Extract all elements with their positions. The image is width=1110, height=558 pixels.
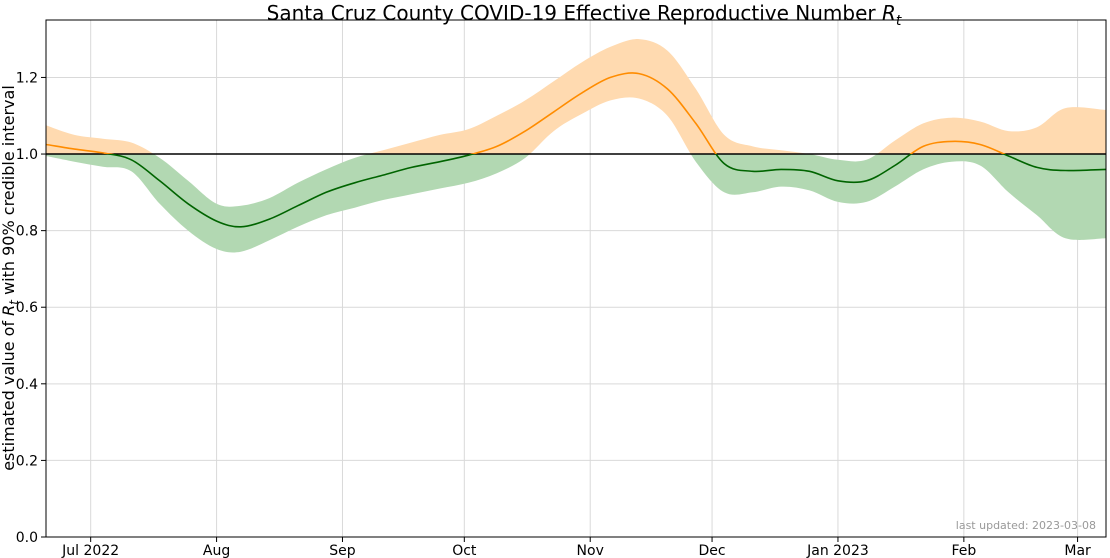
chart-title: Santa Cruz County COVID-19 Effective Rep… — [267, 1, 902, 29]
credible-interval-bands — [46, 39, 1106, 253]
x-tick-label: Nov — [577, 543, 604, 558]
y-axis-label: estimated value of Rt with 90% credible … — [0, 85, 21, 471]
y-axis-label-prefix: estimated value of — [0, 316, 18, 471]
x-tick-label: Mar — [1064, 543, 1091, 558]
axes: 0.0 0.2 0.4 0.6 0.8 1.0 1.2 Jul 2022 Aug Sep Oct No… — [16, 19, 1107, 558]
chart-title-symbol: R — [882, 1, 896, 25]
x-tick-label: Aug — [203, 543, 230, 558]
x-tick-label: Dec — [699, 543, 726, 558]
rt-line-above — [46, 72, 1006, 155]
y-tick-label: 0.4 — [16, 377, 38, 393]
x-tick-label: Oct — [452, 543, 477, 558]
y-tick-label: 1.0 — [16, 147, 38, 163]
x-tick-label: Jan 2023 — [806, 543, 869, 558]
x-tick-label: Sep — [329, 543, 356, 558]
y-axis-label-symbol: R — [0, 305, 18, 316]
y-tick-label: 1.2 — [16, 70, 38, 86]
x-tick-label: Feb — [951, 543, 976, 558]
plot-frame — [45, 19, 1107, 538]
last-updated-note: last updated: 2023-03-08 — [956, 519, 1096, 532]
y-tick-label: 0.0 — [16, 530, 38, 546]
rt-estimate-lines — [46, 72, 1106, 228]
credible-band-below — [46, 154, 1106, 253]
y-axis-label-suffix: with 90% credible interval — [0, 85, 18, 300]
x-tick-label: Jul 2022 — [61, 543, 119, 558]
y-axis-label-subscript: t — [7, 299, 21, 305]
y-tick-label: 0.8 — [16, 224, 38, 240]
rt-line-below — [104, 154, 1106, 228]
y-tick-label: 0.2 — [16, 453, 38, 469]
chart-title-subscript: t — [896, 13, 902, 29]
chart-title-text: Santa Cruz County COVID-19 Effective Rep… — [267, 1, 882, 25]
y-tick-label: 0.6 — [16, 300, 38, 316]
